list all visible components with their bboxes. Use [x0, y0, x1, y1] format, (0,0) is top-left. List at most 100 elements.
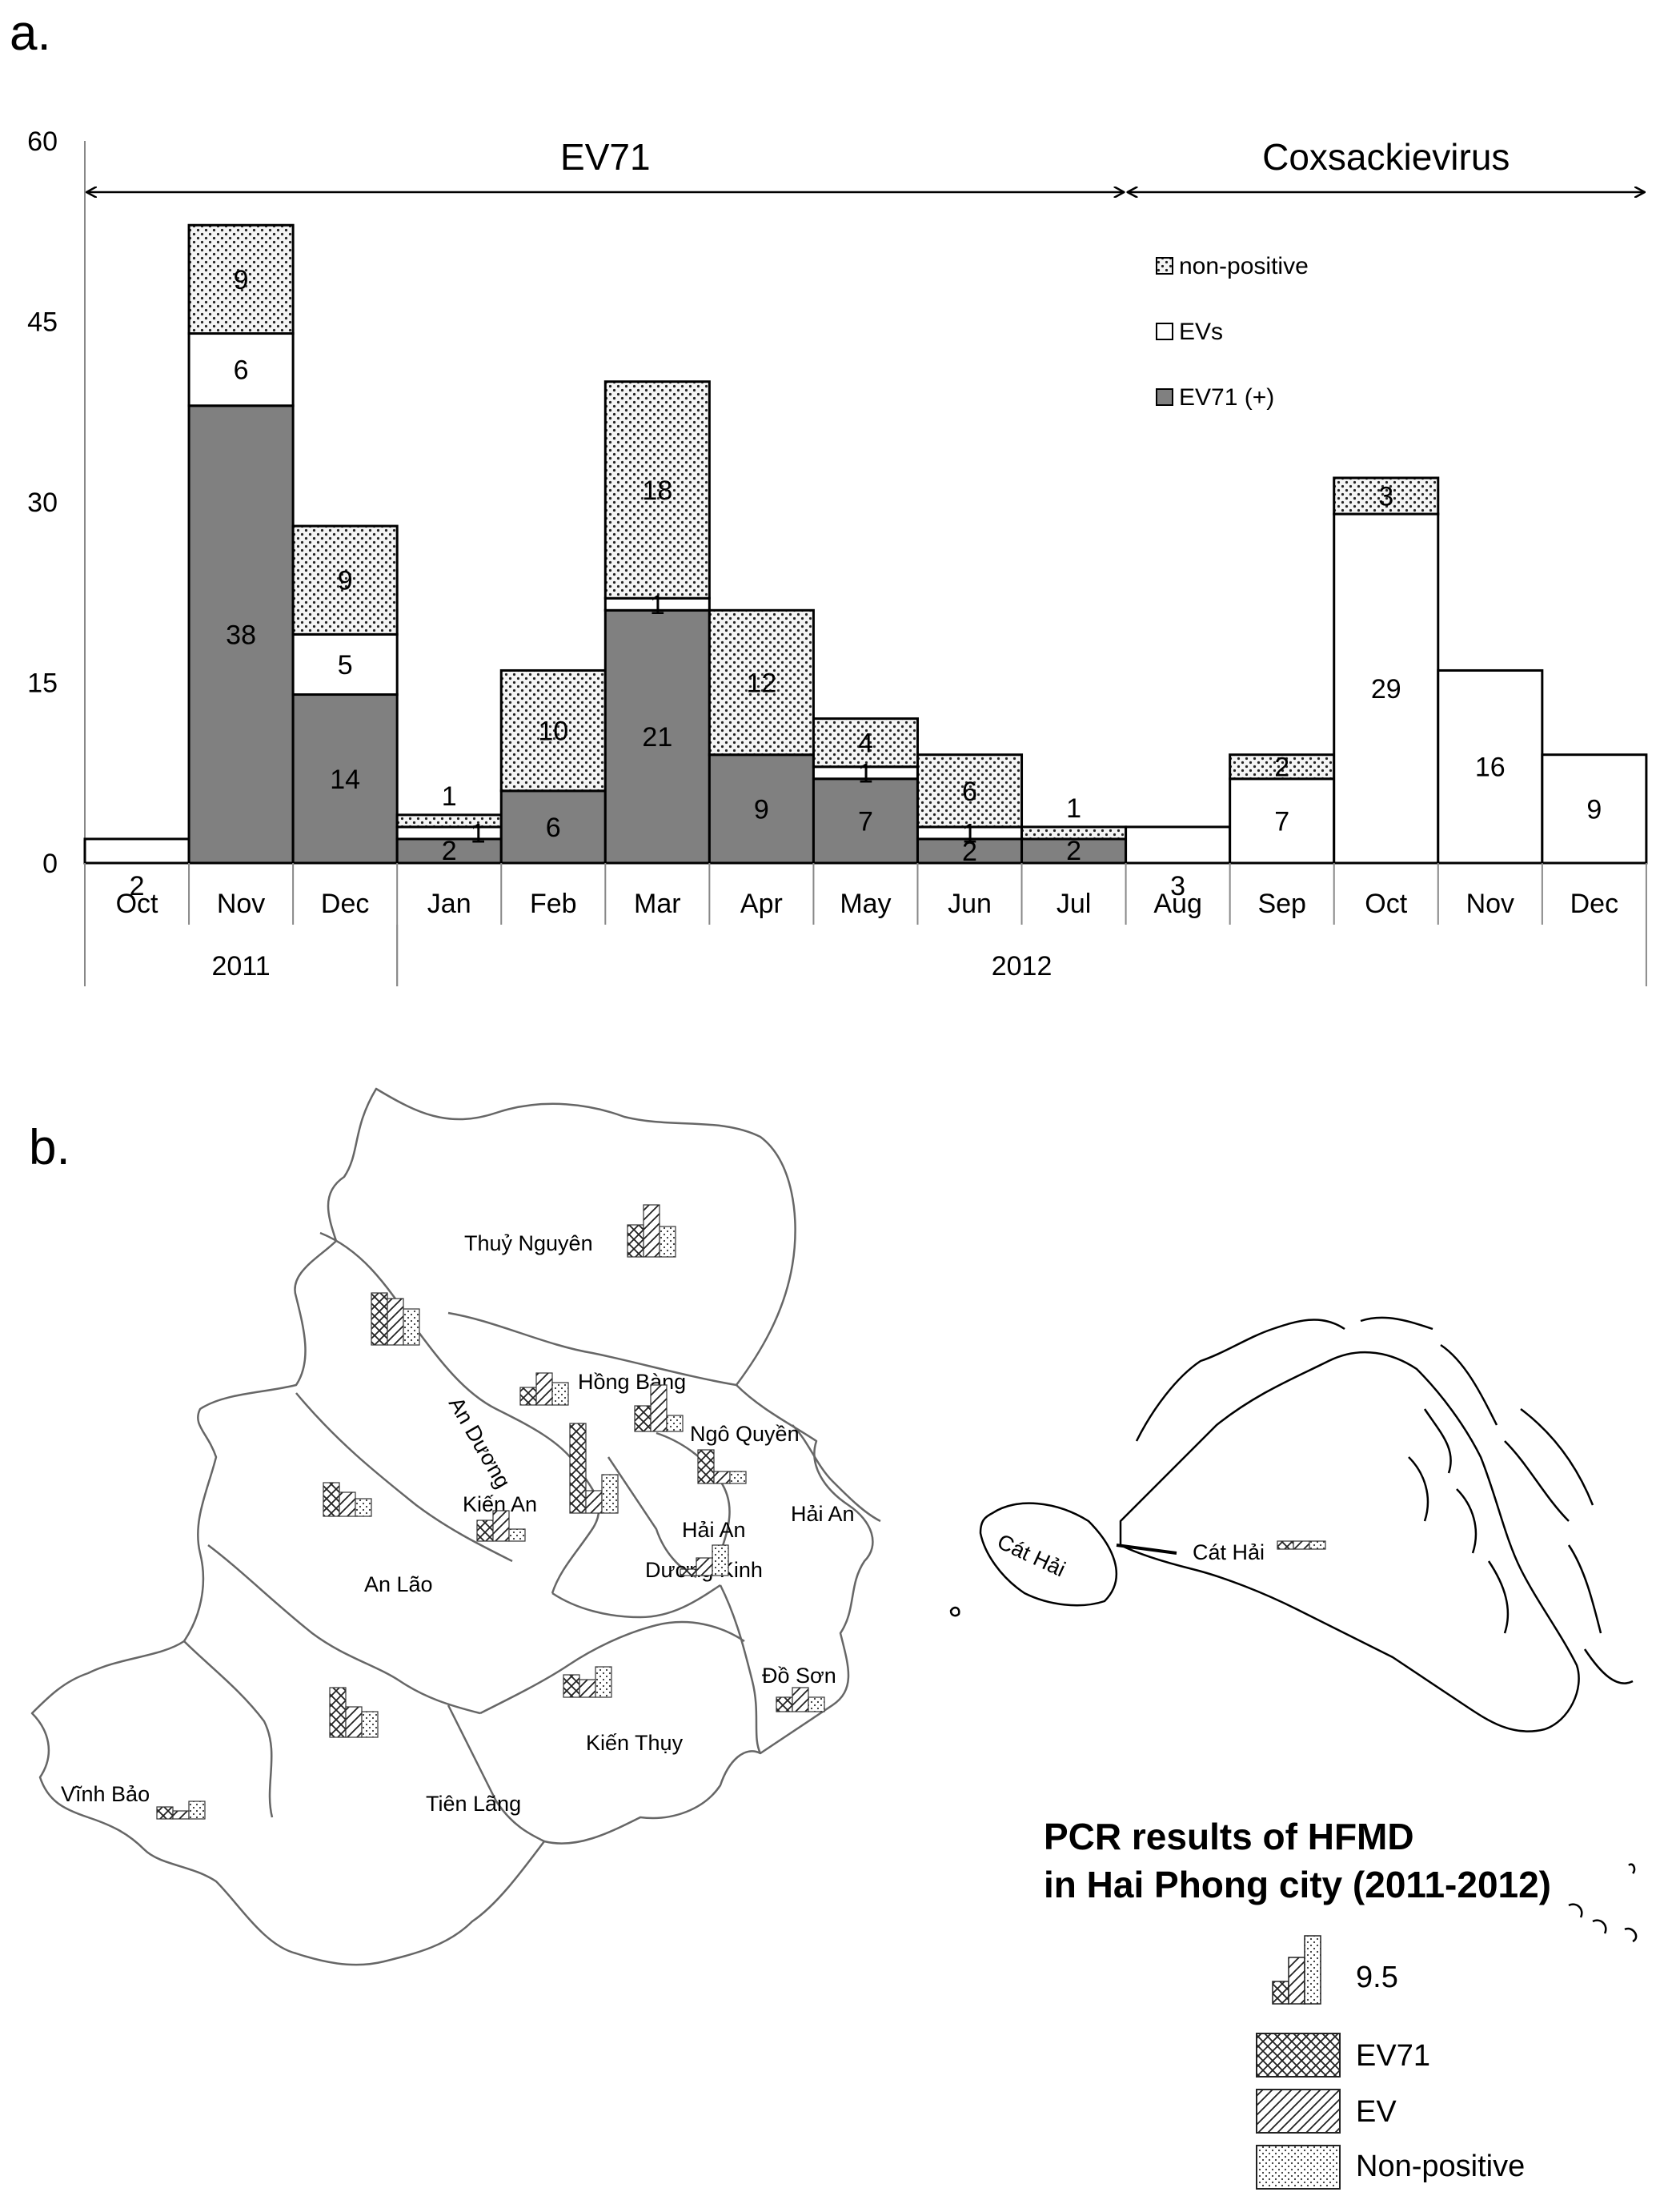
bar-value-label: 2	[1274, 753, 1289, 783]
legend-swatch-map-ev	[1256, 2089, 1341, 2134]
map-title-line-1: PCR results of HFMD	[1044, 1816, 1414, 1857]
small-islet	[949, 1606, 960, 1617]
glyph-bar	[387, 1298, 404, 1346]
bar-segment-evs	[83, 837, 190, 865]
bar-value-label: 6	[962, 777, 977, 807]
bar-segment-evs	[1541, 753, 1648, 865]
cat-hai-island-west	[979, 1502, 1118, 1607]
district-label-thuy-nguyen: Thuỷ Nguyên	[464, 1231, 593, 1255]
bar-segment-nonpos	[812, 717, 919, 769]
bar-segment-evs	[1229, 777, 1336, 865]
district-label-an-lao: An Lão	[364, 1572, 433, 1596]
bar-value-label: 2	[130, 871, 145, 901]
legend-label-evs: EVs	[1179, 319, 1223, 345]
district-label-cat-hai-2: Cát Hải	[1193, 1540, 1265, 1564]
bar-value-label: 1	[442, 781, 457, 812]
y-tick-label: 45	[27, 307, 58, 338]
glyph-bar	[1293, 1540, 1310, 1550]
district-label-vinh-bao: Vĩnh Bảo	[61, 1782, 150, 1806]
bar-value-label: 4	[858, 729, 873, 759]
bar-segment-ev71	[1020, 837, 1128, 865]
glyph-bar	[535, 1372, 553, 1406]
glyph-bar	[659, 1226, 676, 1258]
district-label-an-duong: An Dương	[444, 1393, 515, 1492]
glyph-bar	[680, 1568, 697, 1576]
x-tick-label: Aug	[1153, 889, 1202, 919]
district-label-hai-an-1: Hải An	[682, 1518, 746, 1542]
legend-label-ev71: EV71 (+)	[1179, 384, 1274, 411]
bar-value-label: 2	[962, 837, 977, 867]
glyph-bar	[666, 1415, 684, 1432]
bar-value-label: 1	[650, 590, 665, 620]
district-label-kien-thuy: Kiến Thụy	[586, 1731, 684, 1755]
river-boundary-1	[319, 1231, 578, 1466]
glyph-bar	[585, 1490, 603, 1514]
bar-segment-nonpos	[395, 813, 503, 829]
bar-value-label: 7	[858, 806, 873, 837]
bar-value-label: 1	[858, 758, 873, 789]
glyph-bar	[776, 1696, 793, 1712]
glyph-bar	[508, 1528, 526, 1542]
legend-label-map-ev71: EV71	[1356, 2039, 1430, 2073]
main-map	[30, 1087, 881, 1966]
bar-value-label: 5	[338, 650, 353, 680]
legend-label-non-positive: non-positive	[1179, 253, 1309, 279]
bar-value-label: 29	[1371, 674, 1401, 705]
glyph-bar	[476, 1520, 494, 1542]
scale-bar-nonpos	[1304, 1935, 1321, 2005]
bar-value-label: 1	[962, 818, 977, 849]
scale-value-label: 9.5	[1356, 1961, 1398, 1994]
glyph-bar	[643, 1204, 660, 1258]
bar-segment-nonpos	[187, 223, 295, 335]
glyph-bar	[329, 1687, 347, 1738]
bar-segment-evs	[187, 332, 295, 407]
y-tick-label: 0	[42, 849, 58, 879]
islet-cluster	[1568, 1863, 1638, 1943]
bar-segment-ev71	[499, 789, 607, 865]
year-group-label: 2012	[992, 951, 1053, 982]
island-coastline-north	[1135, 1316, 1498, 1442]
bar-segment-evs	[1125, 825, 1232, 865]
glyph-bar	[355, 1498, 372, 1517]
glyph-bar	[729, 1471, 747, 1484]
island-coastline-east	[1504, 1408, 1634, 1684]
x-tick-label: Dec	[1570, 889, 1618, 919]
bar-segment-nonpos	[916, 753, 1024, 829]
bar-value-label: 21	[642, 722, 672, 753]
district-bar-glyphs	[156, 1204, 1326, 1820]
glyph-bar	[361, 1711, 379, 1738]
glyph-bar	[323, 1482, 340, 1517]
chart-legend: non-positive EVs EV71 (+)	[1156, 253, 1309, 411]
bar-value-label: 12	[746, 668, 776, 699]
panel-b-label: b.	[29, 1120, 70, 1175]
x-tick-label: Jun	[948, 889, 992, 919]
province-outline	[30, 1087, 874, 1966]
bar-value-label: 16	[1475, 753, 1506, 783]
bar-value-label: 7	[1274, 806, 1289, 837]
district-label-tien-lang: Tiên Lãng	[426, 1792, 521, 1816]
panel-a-label: a.	[10, 6, 51, 61]
y-tick-labels: 0 15 30 45 60	[27, 126, 58, 879]
island-map	[949, 1316, 1638, 1943]
bar-value-label: 2	[442, 836, 457, 866]
bar-value-label: 1	[471, 818, 486, 849]
bar-value-label: 6	[234, 355, 249, 386]
legend-swatch-ev71	[1156, 388, 1173, 406]
river-boundary-2	[447, 1311, 737, 1387]
bar-value-label: 3	[1378, 481, 1393, 512]
district-boundary-2	[551, 1464, 600, 1594]
map-legend: PCR results of HFMD in Hai Phong city (2…	[1044, 1816, 1551, 2190]
bar-value-label: 14	[330, 765, 360, 795]
glyph-bar	[808, 1696, 825, 1712]
glyph-bar	[339, 1491, 356, 1517]
y-tick-label: 60	[27, 126, 58, 157]
bar-value-label: 10	[538, 717, 568, 747]
bar-segment-ev71	[395, 837, 503, 865]
band-label: EV71	[560, 136, 651, 178]
bar-segment-ev71	[708, 753, 815, 865]
map-title-line-2: in Hai Phong city (2011-2012)	[1044, 1864, 1551, 1905]
x-tick-label: Jan	[427, 889, 471, 919]
bar-value-label: 9	[338, 566, 353, 596]
bar-segment-nonpos	[291, 524, 399, 636]
